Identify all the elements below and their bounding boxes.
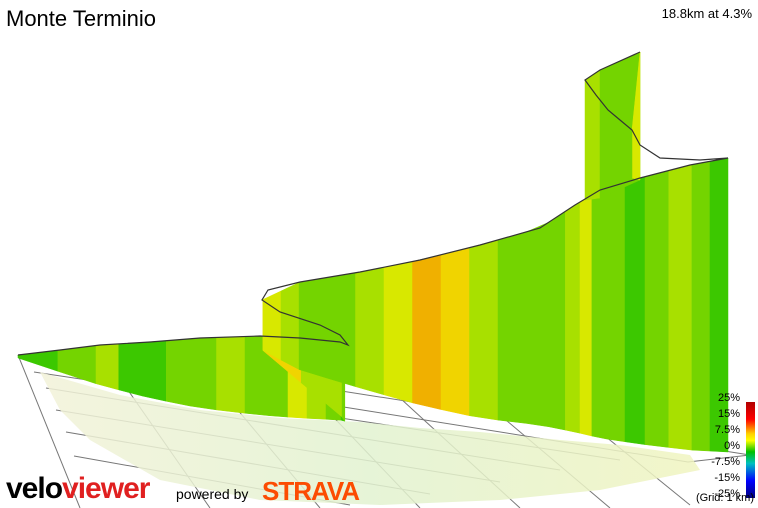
logo-part-velo: velo (6, 472, 63, 505)
powered-by-text: powered by (176, 486, 249, 502)
grid-note-text: (Grid: 1 km) (695, 492, 754, 504)
gradient-segment (619, 119, 633, 186)
gradient-segment (607, 109, 621, 191)
gradient-segment (440, 247, 470, 417)
profile-top-line (17, 51, 729, 356)
gradient-segment (497, 231, 527, 424)
gradient-segment (412, 254, 442, 410)
gradient-segment (142, 340, 167, 402)
page-title: Monte Terminio (6, 6, 156, 31)
gradient-segment (605, 182, 626, 443)
gradient-segment (383, 261, 413, 404)
gradient-segment (469, 239, 499, 421)
gradient-legend: 25% 15% 7.5% 0% -7.5% -15% -25% (700, 392, 758, 508)
gradient-segment (280, 282, 300, 370)
ground-shadow (40, 372, 700, 505)
gradient-segment (624, 176, 646, 445)
legend-tick: 25% (717, 392, 740, 404)
gradient-segment (95, 343, 119, 391)
gradient-segment (189, 337, 217, 411)
gradient-segment (591, 187, 607, 440)
gradient-segment (216, 336, 246, 414)
gradient-segment (355, 266, 385, 396)
gradient-segment (548, 210, 566, 431)
gradient-segment (565, 201, 581, 434)
legend-tick: 0% (724, 440, 740, 452)
gradient-segment (57, 347, 78, 378)
gradient-segment (644, 170, 669, 448)
legend-tick: 15% (717, 408, 740, 420)
gradient-segment (579, 194, 593, 437)
legend-tick: -15% (714, 472, 740, 484)
veloviewer-logo[interactable]: veloviewer (6, 472, 150, 506)
gradient-segment (118, 342, 143, 397)
legend-tick: -25% (714, 488, 740, 500)
legend-tick: 7.5% (714, 424, 740, 436)
gradient-segment (298, 277, 328, 379)
gradient-segment (76, 345, 97, 385)
gradient-segment (326, 272, 356, 387)
gradient-segment (526, 221, 549, 428)
logo-part-viewer: viewer (62, 472, 150, 505)
gradient-color-bar (746, 402, 755, 498)
gradient-wall (17, 51, 729, 453)
gradient-segment (166, 338, 191, 407)
gradient-segment (668, 164, 693, 451)
climb-summary: 18.8km at 4.3% (661, 6, 752, 21)
gradient-segment (262, 290, 282, 361)
legend-tick: -7.5% (711, 456, 740, 468)
strava-logo[interactable]: STRAVA (262, 476, 360, 506)
gradient-segment (37, 349, 59, 372)
grid-scale-note: (Grid: 1 km) (696, 492, 754, 504)
